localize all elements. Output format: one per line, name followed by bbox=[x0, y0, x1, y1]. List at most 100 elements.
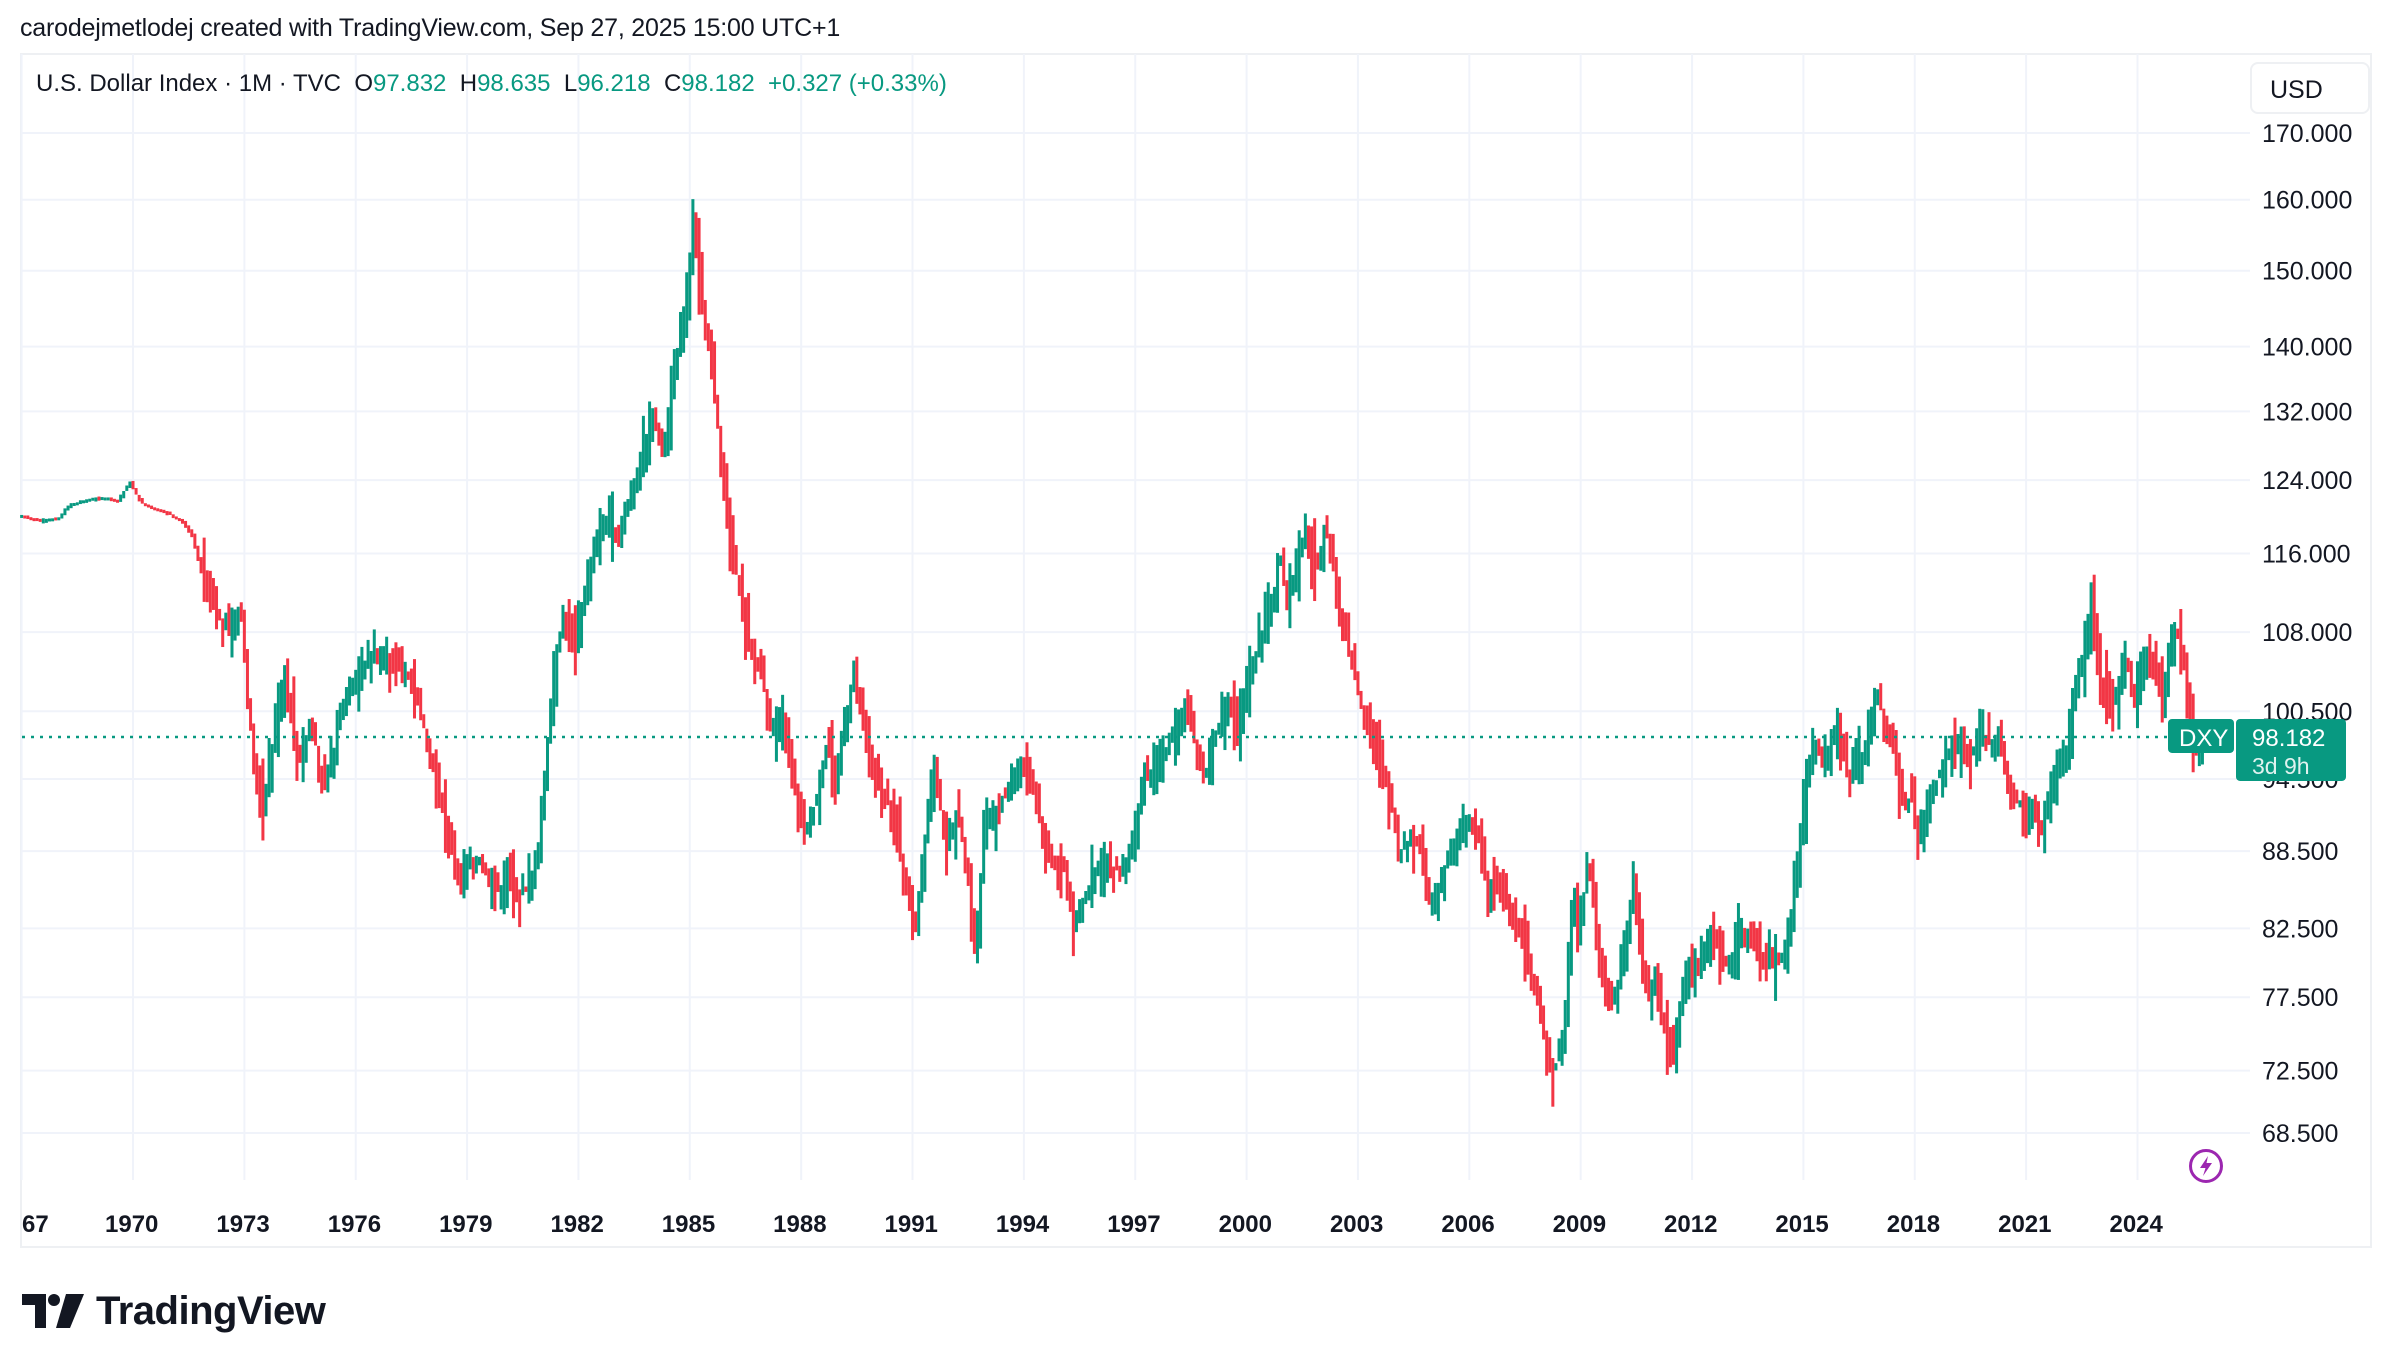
candle bbox=[898, 796, 902, 862]
candle bbox=[326, 764, 330, 793]
candle bbox=[1845, 731, 1849, 778]
candle bbox=[1418, 834, 1422, 855]
candle bbox=[858, 687, 862, 715]
candle bbox=[576, 600, 580, 654]
candle bbox=[870, 744, 874, 780]
candle bbox=[447, 815, 451, 859]
candle bbox=[2132, 683, 2136, 708]
candle bbox=[375, 648, 379, 665]
candle bbox=[2043, 800, 2047, 854]
candle bbox=[344, 687, 348, 717]
candle bbox=[1879, 683, 1883, 711]
candle bbox=[88, 498, 92, 502]
candle bbox=[329, 735, 333, 778]
candle bbox=[41, 518, 45, 524]
tradingview-logo[interactable]: TradingView bbox=[22, 1288, 326, 1334]
candle bbox=[1956, 734, 1960, 755]
candle bbox=[44, 518, 48, 523]
candle bbox=[196, 545, 200, 561]
candle bbox=[527, 853, 531, 904]
candle bbox=[1297, 530, 1301, 602]
candle bbox=[1065, 860, 1069, 901]
candle bbox=[737, 575, 741, 596]
candle bbox=[283, 665, 287, 718]
candle bbox=[549, 698, 553, 744]
candle bbox=[239, 602, 243, 622]
candle bbox=[369, 651, 373, 684]
time-tick-label: 1988 bbox=[773, 1211, 826, 1238]
currency-button[interactable]: USD bbox=[2250, 62, 2370, 114]
candle bbox=[796, 783, 800, 833]
candle bbox=[2123, 640, 2127, 689]
lightning-icon[interactable] bbox=[2188, 1148, 2224, 1184]
candle bbox=[2098, 633, 2102, 705]
candle bbox=[1025, 742, 1029, 796]
candle bbox=[629, 480, 633, 511]
candle bbox=[1925, 789, 1929, 837]
candle bbox=[1056, 855, 1060, 891]
symbol-tag bbox=[2168, 718, 2234, 753]
candle bbox=[1393, 807, 1397, 834]
close-value: 98.182 bbox=[681, 70, 755, 97]
candle bbox=[731, 515, 735, 575]
candle bbox=[2095, 613, 2099, 676]
price-tick-label: 160.000 bbox=[2262, 187, 2352, 215]
candle bbox=[573, 605, 577, 676]
candle bbox=[496, 872, 500, 892]
candle bbox=[2009, 774, 2013, 810]
candle bbox=[1449, 838, 1453, 866]
candle bbox=[1712, 911, 1716, 961]
candle bbox=[1078, 899, 1082, 924]
candle bbox=[2024, 792, 2028, 839]
candle bbox=[2052, 764, 2056, 804]
candle bbox=[747, 592, 751, 652]
candle bbox=[1489, 879, 1493, 913]
candle bbox=[1814, 739, 1818, 765]
candle bbox=[298, 744, 302, 763]
candle bbox=[1121, 853, 1125, 877]
candle bbox=[1071, 891, 1075, 957]
candle bbox=[2074, 674, 2078, 712]
candle bbox=[1245, 665, 1249, 713]
candle bbox=[137, 494, 141, 502]
candle bbox=[1158, 738, 1162, 783]
candle bbox=[85, 499, 89, 503]
candle bbox=[450, 822, 454, 855]
candle bbox=[190, 529, 194, 538]
candle bbox=[771, 717, 775, 737]
candle bbox=[2101, 677, 2105, 708]
candle bbox=[1152, 742, 1156, 796]
candle bbox=[388, 653, 392, 693]
low-value: 96.218 bbox=[577, 70, 651, 97]
candle bbox=[972, 908, 976, 954]
time-tick-label: 2018 bbox=[1887, 1211, 1940, 1238]
candle bbox=[279, 679, 283, 722]
candle bbox=[830, 720, 834, 798]
candle bbox=[1554, 1063, 1558, 1071]
candle bbox=[542, 770, 546, 821]
candle bbox=[1727, 954, 1731, 975]
candle bbox=[614, 527, 618, 543]
candle bbox=[1242, 688, 1246, 734]
candle bbox=[468, 846, 472, 870]
high-key: H bbox=[459, 70, 478, 97]
candle bbox=[1198, 744, 1202, 772]
candle bbox=[1730, 952, 1734, 979]
candle bbox=[1266, 582, 1270, 644]
candle bbox=[1619, 944, 1623, 990]
candle bbox=[1458, 818, 1462, 851]
candle bbox=[1347, 612, 1351, 657]
candle bbox=[1514, 897, 1518, 942]
symbol-title[interactable]: U.S. Dollar Index · 1M · TVC bbox=[36, 70, 341, 97]
candle bbox=[1412, 824, 1416, 874]
candle bbox=[552, 651, 556, 727]
candle bbox=[193, 533, 197, 549]
candle bbox=[2083, 620, 2087, 698]
candle bbox=[1365, 705, 1369, 736]
candle bbox=[412, 659, 416, 719]
candle bbox=[440, 792, 444, 813]
candle bbox=[2006, 760, 2010, 794]
candle bbox=[682, 306, 686, 353]
candle bbox=[1112, 866, 1116, 893]
